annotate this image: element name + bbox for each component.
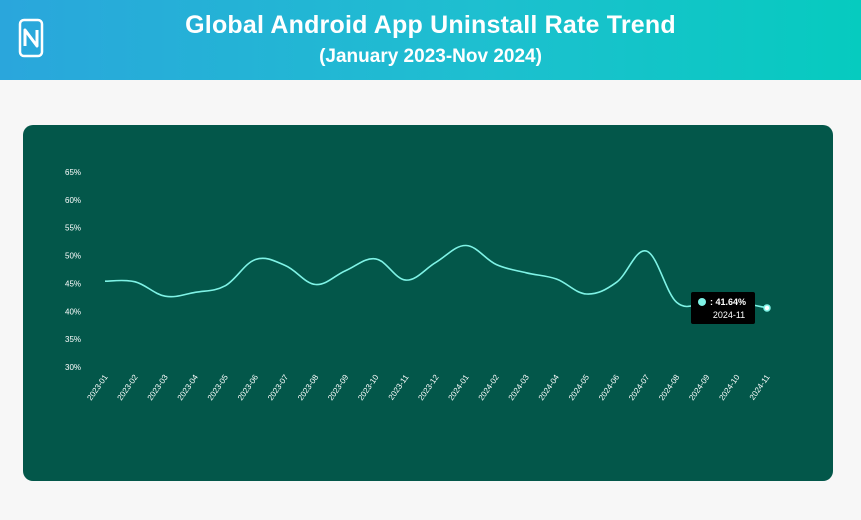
series-line <box>104 244 768 309</box>
x-tick-label: 2024-08 <box>657 373 682 403</box>
data-point[interactable] <box>163 294 168 299</box>
data-point[interactable] <box>614 280 619 285</box>
tooltip-box <box>691 291 755 324</box>
x-tick-label: 2024-02 <box>477 373 502 403</box>
y-tick-label: 40% <box>65 307 81 316</box>
data-point[interactable] <box>283 263 288 268</box>
data-point[interactable] <box>554 276 559 281</box>
data-point[interactable] <box>133 279 138 284</box>
x-tick-label: 2023-04 <box>176 373 201 403</box>
x-tick-label: 2023-10 <box>356 373 381 403</box>
x-tick-label: 2023-06 <box>236 373 261 403</box>
tooltip-value: : 41.64% <box>710 297 746 307</box>
y-tick-label: 45% <box>65 279 81 288</box>
page-subtitle: (January 2023-Nov 2024) <box>319 46 542 67</box>
page-title: Global Android App Uninstall Rate Trend <box>185 11 676 39</box>
x-tick-label: 2024-06 <box>597 373 622 403</box>
data-point[interactable] <box>193 290 198 295</box>
x-tick-label: 2023-03 <box>146 373 171 403</box>
data-point[interactable] <box>313 282 318 287</box>
data-point[interactable] <box>644 249 649 254</box>
tooltip: : 41.64% 2024-11 <box>691 291 755 324</box>
x-tick-label: 2024-09 <box>687 373 712 403</box>
data-point[interactable] <box>103 279 108 284</box>
tooltip-category: 2024-11 <box>713 310 745 320</box>
x-tick-label: 2023-05 <box>206 373 231 403</box>
data-point[interactable] <box>223 283 228 288</box>
x-tick-label: 2024-03 <box>507 373 532 403</box>
data-point[interactable] <box>584 292 589 297</box>
data-point[interactable] <box>373 256 378 261</box>
x-tick-label: 2024-04 <box>537 373 562 403</box>
y-tick-label: 50% <box>65 252 81 261</box>
y-axis: 30% 35% 40% 45% 50% 55% 60% 65% <box>65 168 81 372</box>
data-point[interactable] <box>524 270 529 275</box>
x-axis: 2023-01 2023-02 2023-03 2023-04 2023-05 2023-… <box>85 373 772 403</box>
y-tick-label: 55% <box>65 224 81 233</box>
data-point[interactable] <box>434 260 439 265</box>
x-tick-label: 2023-12 <box>416 373 441 403</box>
data-point[interactable] <box>343 268 348 273</box>
data-points <box>103 243 771 312</box>
x-tick-label: 2024-07 <box>627 373 652 403</box>
line-chart[interactable]: 30%35%40%45%50%55%60%65% 2023-01 2023-02 2… <box>23 125 833 481</box>
x-tick-label: 2023-11 <box>387 373 411 402</box>
x-tick-label: 2024-05 <box>567 373 592 403</box>
y-tick-label: 35% <box>65 335 81 344</box>
y-tick-label: 30% <box>65 363 81 372</box>
x-tick-label: 2023-08 <box>296 373 321 403</box>
app-logo-icon <box>18 18 44 58</box>
y-tick-label: 60% <box>65 196 81 205</box>
data-point[interactable] <box>763 304 771 312</box>
x-tick-label: 2024-01 <box>447 373 472 403</box>
x-tick-label: 2023-09 <box>326 373 351 403</box>
data-point[interactable] <box>674 300 679 305</box>
x-tick-label: 2023-07 <box>266 373 291 403</box>
x-tick-label: 2024-11 <box>748 373 772 402</box>
data-point[interactable] <box>403 278 408 283</box>
x-tick-label: 2023-01 <box>85 373 110 403</box>
data-point[interactable] <box>494 262 499 267</box>
chart-card: 30% 35% 40% 45% 50% 55% 60% 65% 2023-01 2023-02 2… <box>23 125 833 481</box>
y-tick-label: 65% <box>65 168 81 177</box>
x-tick-label: 2023-02 <box>116 373 141 403</box>
x-tick-label: 2024-10 <box>717 373 742 403</box>
data-point[interactable] <box>253 257 258 262</box>
tooltip-dot-icon <box>698 297 706 306</box>
header-banner: Global Android App Uninstall Rate Trend … <box>0 0 861 80</box>
data-point[interactable] <box>464 243 469 248</box>
